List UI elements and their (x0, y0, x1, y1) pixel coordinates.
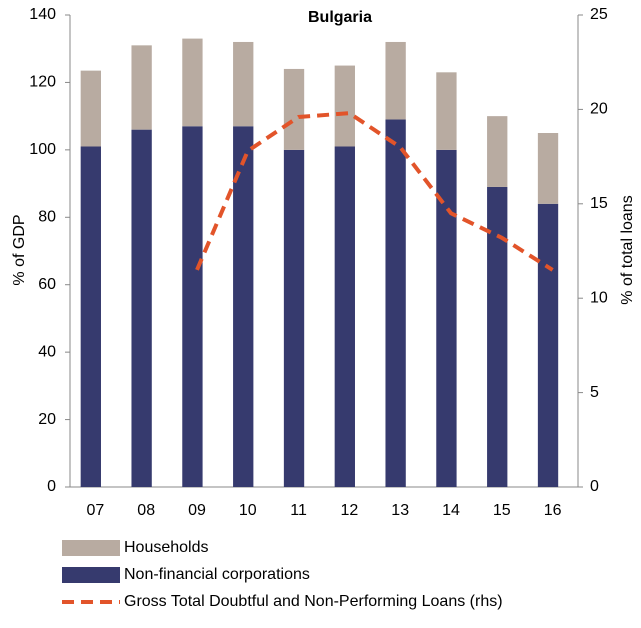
bar (537, 133, 559, 204)
y-tick-label: 80 (38, 209, 56, 226)
bar (131, 45, 152, 130)
x-tick-label: 10 (239, 502, 257, 519)
bar (436, 72, 457, 150)
bar (487, 116, 508, 187)
bar (537, 203, 559, 488)
x-tick-label: 13 (391, 502, 409, 519)
bar (334, 65, 355, 147)
bar (182, 38, 203, 127)
bar (182, 126, 203, 487)
y2-tick-label: 20 (590, 101, 608, 118)
x-tick-label: 09 (188, 502, 206, 519)
y-tick-label: 60 (38, 276, 56, 293)
legend-swatch (62, 540, 120, 556)
bar (80, 146, 101, 487)
x-tick-label: 12 (341, 502, 359, 519)
bar (385, 119, 406, 487)
bar (334, 146, 355, 487)
bar (283, 68, 305, 150)
chart-title: Bulgaria (308, 9, 372, 26)
y-axis-label: % of GDP (11, 214, 28, 285)
y-tick-label: 140 (29, 6, 56, 23)
bar (385, 41, 406, 120)
bar (436, 149, 457, 487)
x-tick-label: 15 (493, 502, 511, 519)
x-tick-label: 16 (544, 502, 562, 519)
legend-label: Non-financial corporations (124, 566, 310, 583)
y-tick-label: 100 (29, 141, 56, 158)
y-tick-label: 20 (38, 411, 56, 428)
y2-tick-label: 5 (590, 384, 599, 401)
line (195, 111, 554, 272)
bar (233, 41, 254, 127)
bar (80, 70, 101, 147)
y2-axis-label: % of total loans (619, 195, 636, 304)
legend-label: Households (124, 539, 209, 556)
legend-label: Gross Total Doubtful and Non-Performing … (124, 593, 503, 610)
bar (131, 129, 152, 487)
y-tick-label: 40 (38, 343, 56, 360)
bar (283, 149, 305, 487)
bar (487, 186, 508, 487)
y2-tick-label: 0 (590, 478, 599, 495)
x-tick-label: 14 (442, 502, 460, 519)
x-tick-label: 07 (87, 502, 105, 519)
x-tick-label: 11 (290, 502, 307, 519)
y2-tick-label: 25 (590, 6, 608, 23)
x-tick-label: 08 (137, 502, 155, 519)
y2-tick-label: 15 (590, 195, 608, 212)
legend-swatch (62, 567, 120, 583)
y2-tick-label: 10 (590, 289, 608, 306)
y-tick-label: 120 (29, 74, 56, 91)
bar (233, 126, 254, 487)
y-tick-label: 0 (47, 478, 56, 495)
